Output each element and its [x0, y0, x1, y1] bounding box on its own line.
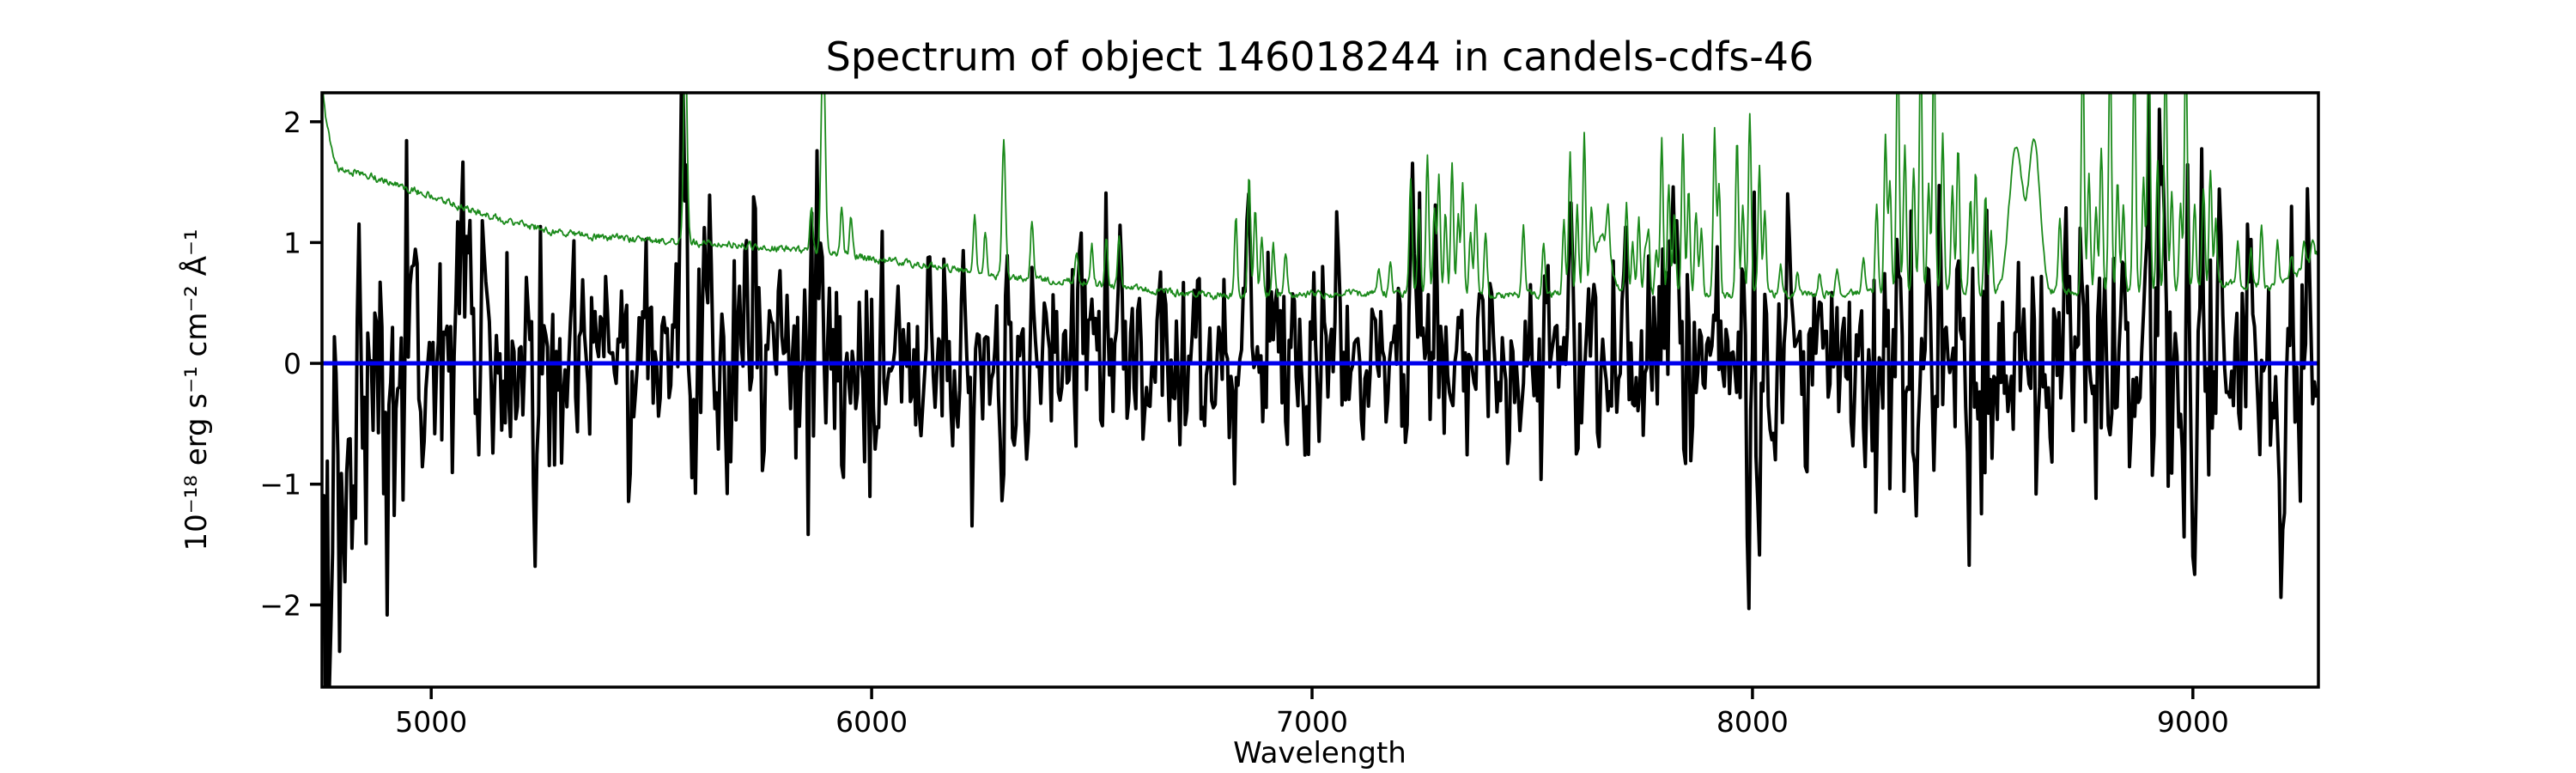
axes-spines [320, 91, 2320, 689]
x-tick-label: 6000 [835, 705, 908, 739]
flux-spectrum-line [322, 93, 2318, 687]
x-axis-label: Wavelength [1233, 736, 1406, 770]
y-axis-ticks: 2 1 0 −1 −2 [259, 106, 322, 622]
x-axis-ticks: 5000 6000 7000 8000 9000 [395, 687, 2229, 739]
y-tick-label: −1 [259, 468, 301, 502]
x-tick-label: 9000 [2157, 705, 2229, 739]
y-axis-label: 10⁻¹⁸ erg s⁻¹ cm⁻² Å⁻¹ [179, 228, 214, 551]
x-tick-label: 5000 [395, 705, 467, 739]
y-tick-label: 0 [283, 347, 301, 380]
plot-title: Spectrum of object 146018244 in candels-… [826, 33, 1814, 80]
x-tick-label: 7000 [1276, 705, 1348, 739]
x-tick-label: 8000 [1716, 705, 1789, 739]
sky-noise-spectrum-line [322, 93, 2318, 301]
data-curves [322, 93, 2318, 687]
y-tick-label: −2 [259, 588, 301, 622]
y-tick-label: 1 [283, 226, 301, 259]
y-tick-label: 2 [283, 106, 301, 139]
